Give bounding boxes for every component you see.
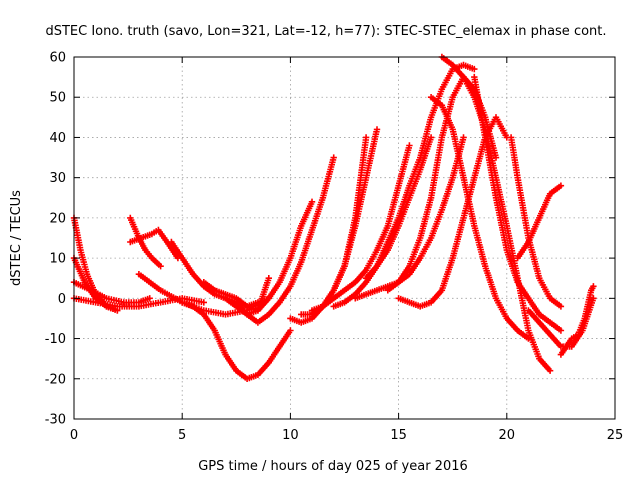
ticks: 0 5 10 15 20 25 -30 -20 -10 0 10 20 30 40 50 60	[45, 51, 624, 444]
series-22-points	[471, 73, 565, 334]
y-tick-label-0: -30	[45, 413, 66, 428]
plot-frame	[73, 56, 616, 420]
y-axis-label: dSTEC / TECUs	[9, 190, 24, 286]
y-tick-label-2: -10	[45, 332, 66, 347]
series-5-points	[127, 226, 182, 262]
x-tick-label-0: 0	[70, 428, 78, 443]
series-24-points	[514, 182, 565, 262]
x-axis-label: GPS time / hours of day 025 of year 2016	[198, 459, 468, 474]
series-17-points	[362, 61, 478, 282]
y-tick-label-9: 60	[49, 51, 66, 66]
x-tick-label-2: 10	[282, 428, 299, 443]
series-26-points	[557, 283, 597, 358]
series-21-points	[427, 94, 532, 342]
grid	[74, 57, 615, 419]
y-tick-label-1: -20	[45, 372, 66, 387]
x-tick-label-4: 20	[499, 428, 516, 443]
series-20-points	[438, 53, 554, 374]
series-4-points	[127, 214, 164, 270]
y-tick-label-5: 20	[49, 211, 66, 226]
chart-title: dSTEC Iono. truth (savo, Lon=321, Lat=-1…	[45, 24, 606, 39]
y-tick-label-6: 30	[49, 171, 66, 186]
y-tick-label-7: 40	[49, 131, 66, 146]
y-tick-label-4: 10	[49, 252, 66, 267]
series-11-points	[233, 154, 337, 326]
y-tick-label-3: 0	[58, 292, 66, 307]
series-13-points	[298, 126, 381, 318]
series-14-points	[308, 142, 413, 314]
x-tick-label-5: 25	[607, 428, 624, 443]
plot-border	[73, 56, 616, 420]
data-marks	[70, 53, 597, 382]
series-19-points	[395, 114, 510, 310]
x-tick-label-3: 15	[390, 428, 407, 443]
x-tick-label-1: 5	[178, 428, 186, 443]
y-tick-label-8: 50	[49, 91, 66, 106]
series-8-points	[179, 299, 294, 382]
